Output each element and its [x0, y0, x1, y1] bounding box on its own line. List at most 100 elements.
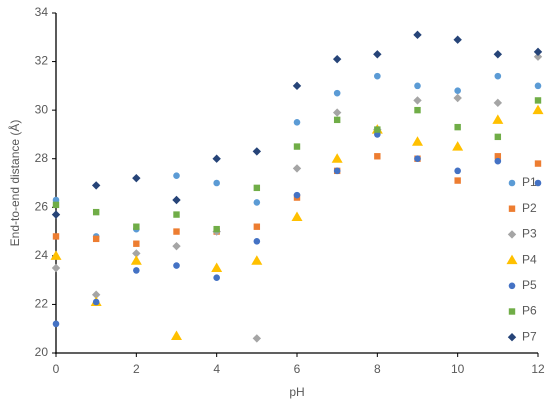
point [333, 116, 341, 124]
point [413, 96, 422, 105]
point [292, 81, 302, 91]
point [133, 223, 140, 230]
point [211, 262, 223, 272]
y-tick-label: 32 [35, 54, 49, 68]
point [373, 50, 382, 59]
point [253, 223, 261, 230]
legend-label: P5 [522, 278, 537, 292]
point [252, 147, 262, 156]
legend-label: P6 [522, 304, 537, 318]
point [533, 47, 543, 57]
point [132, 173, 141, 183]
legend-marker [508, 179, 516, 187]
point [213, 274, 220, 282]
point [374, 72, 381, 80]
point [532, 104, 544, 115]
point [51, 210, 61, 219]
point [374, 131, 381, 138]
point [293, 143, 301, 150]
point [414, 82, 421, 90]
legend-marker [507, 230, 517, 239]
x-tick-label: 0 [53, 362, 60, 376]
point [414, 106, 421, 114]
y-tick-label: 26 [35, 199, 49, 213]
point [412, 136, 423, 146]
point [414, 155, 421, 163]
legend-label: P3 [522, 227, 537, 241]
legend-label: P4 [522, 252, 537, 266]
point [292, 164, 302, 173]
point [534, 82, 542, 90]
point [172, 195, 181, 205]
point [534, 179, 542, 187]
x-tick-label: 12 [531, 362, 545, 376]
point [92, 298, 100, 306]
point [253, 199, 261, 206]
point [534, 160, 542, 167]
point [173, 211, 180, 218]
point [212, 154, 221, 163]
point [494, 153, 502, 160]
point [533, 52, 543, 61]
point [173, 172, 180, 180]
point [453, 35, 462, 44]
legend-label: P7 [522, 329, 537, 343]
y-tick-label: 24 [35, 248, 49, 262]
point [331, 153, 343, 163]
point [251, 255, 263, 265]
point [252, 334, 262, 343]
point [253, 237, 261, 245]
y-axis-label: End-to-end distance (Å) [7, 120, 22, 247]
point [454, 87, 461, 95]
point [333, 89, 341, 97]
point [454, 167, 461, 175]
point [213, 225, 220, 233]
point [534, 97, 542, 104]
point [52, 196, 60, 204]
point [213, 179, 220, 187]
point [413, 30, 422, 40]
legend-marker [508, 205, 516, 212]
point [52, 201, 60, 209]
point [173, 228, 180, 235]
legend-marker [506, 254, 518, 265]
point [132, 249, 141, 258]
point [91, 181, 101, 190]
point [493, 98, 503, 108]
legend-marker [508, 282, 516, 290]
point [332, 54, 342, 64]
point [454, 177, 461, 184]
y-tick-label: 28 [35, 151, 49, 165]
point [291, 211, 303, 221]
point [492, 114, 504, 124]
point [374, 153, 381, 160]
point [133, 240, 140, 247]
point [130, 255, 142, 265]
point [172, 241, 181, 251]
point [494, 133, 502, 141]
x-tick-label: 6 [294, 362, 301, 376]
x-axis-label: pH [289, 385, 304, 399]
x-tick-label: 8 [374, 362, 381, 376]
point [454, 123, 461, 131]
legend-marker [508, 308, 516, 315]
point [92, 235, 100, 243]
point [374, 126, 381, 133]
y-tick-label: 22 [35, 297, 49, 311]
point [333, 167, 341, 175]
point [91, 290, 101, 299]
legend-label: P1 [522, 175, 537, 189]
point [293, 191, 301, 199]
point [453, 93, 462, 103]
point [51, 263, 61, 273]
point [253, 184, 261, 192]
y-tick-label: 20 [35, 345, 49, 359]
point [494, 72, 502, 80]
legend-marker [507, 333, 517, 342]
point [332, 108, 342, 117]
x-tick-label: 10 [451, 362, 465, 376]
point [133, 267, 140, 274]
point [52, 233, 60, 240]
point [92, 208, 100, 216]
